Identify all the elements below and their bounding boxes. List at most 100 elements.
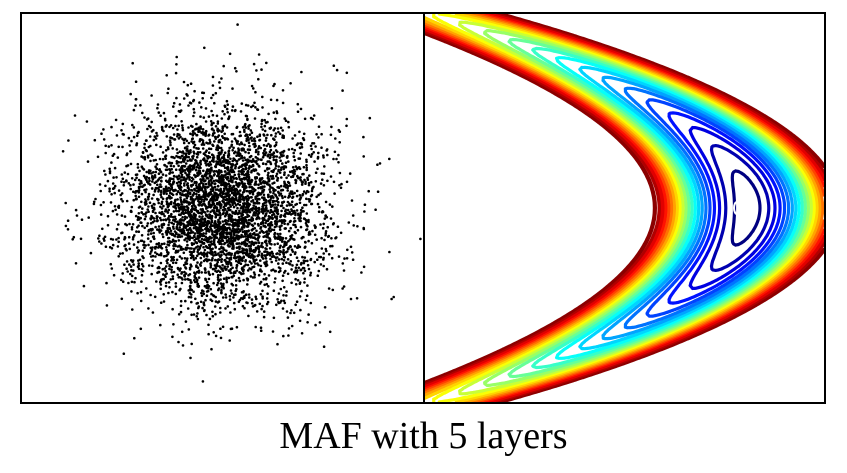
scatter-point [281,279,284,283]
scatter-point [223,219,227,223]
scatter-point [243,130,246,134]
scatter-point [223,132,226,136]
scatter-point [300,261,303,265]
scatter-point [186,307,190,310]
contour-level [531,46,804,370]
scatter-point [215,229,219,233]
scatter-point [362,135,365,139]
scatter-point [274,193,277,197]
scatter-point [222,176,225,179]
scatter-point [291,264,294,267]
scatter-point [363,203,367,206]
scatter-point [278,156,282,159]
scatter-point [232,177,236,180]
scatter-point [227,162,230,165]
scatter-point [182,80,186,84]
scatter-point [139,180,143,183]
scatter-point [293,148,297,152]
scatter-point [198,165,201,168]
scatter-point [174,244,177,248]
scatter-point [138,169,141,173]
scatter-point [292,205,295,209]
scatter-point [265,144,269,148]
scatter-point [282,252,286,256]
scatter-point [189,256,193,260]
scatter-point [217,173,220,176]
scatter-point [272,158,276,162]
scatter-point [190,250,193,254]
scatter-point [221,161,224,164]
scatter-point [96,155,100,159]
scatter-point [190,210,193,213]
scatter-point [193,143,197,147]
scatter-point [206,246,210,250]
scatter-point [223,252,226,256]
scatter-point [182,231,185,235]
scatter-point [126,172,130,176]
scatter-point [336,225,340,228]
scatter-point [267,285,270,288]
scatter-point [234,279,238,282]
scatter-point [238,209,241,213]
scatter-point [292,220,296,223]
scatter-point [216,122,220,125]
scatter-point [254,214,257,217]
scatter-point [283,213,287,216]
scatter-point [274,117,277,121]
scatter-point [279,250,282,253]
scatter-point [234,139,238,142]
scatter-point [137,249,140,252]
scatter-point [237,215,241,219]
scatter-point [267,195,270,199]
scatter-point [260,119,264,123]
scatter-point [246,269,250,272]
scatter-point [200,237,204,241]
scatter-point [171,188,175,192]
scatter-point [287,125,291,129]
scatter-point [228,193,231,197]
scatter-point [247,173,250,177]
scatter-point [164,210,167,213]
scatter-point [199,125,202,128]
scatter-point [245,232,248,236]
scatter-point [188,101,192,104]
scatter-point [247,229,250,232]
scatter-point [226,160,230,163]
scatter-point [187,274,190,277]
scatter-point [264,162,268,166]
scatter-point [115,213,119,216]
scatter-point [99,213,103,216]
scatter-point [163,214,166,218]
scatter-point [269,198,272,202]
scatter-point [157,253,161,257]
scatter-point [323,165,326,168]
scatter-point [216,127,219,131]
scatter-point [345,180,349,184]
scatter-point [111,187,115,190]
scatter-point [207,216,211,220]
scatter-point [143,246,146,249]
scatter-point [185,240,189,243]
scatter-point [181,124,184,127]
scatter-point [129,272,132,276]
scatter-point [182,97,186,100]
scatter-point [111,209,115,213]
scatter-point [224,203,227,207]
scatter-point [378,162,382,165]
scatter-point [323,306,327,309]
scatter-point [229,271,233,275]
scatter-point [210,292,213,296]
scatter-point [230,109,234,112]
scatter-point [233,109,237,113]
scatter-point [218,151,222,154]
scatter-point [305,163,308,167]
scatter-point [210,219,214,222]
scatter-point [190,207,194,211]
scatter-point [111,182,115,185]
scatter-point [179,193,182,196]
scatter-point [202,184,205,187]
scatter-point [388,157,391,161]
scatter-point [286,180,290,184]
scatter-point [260,191,264,194]
scatter-point [225,280,229,284]
